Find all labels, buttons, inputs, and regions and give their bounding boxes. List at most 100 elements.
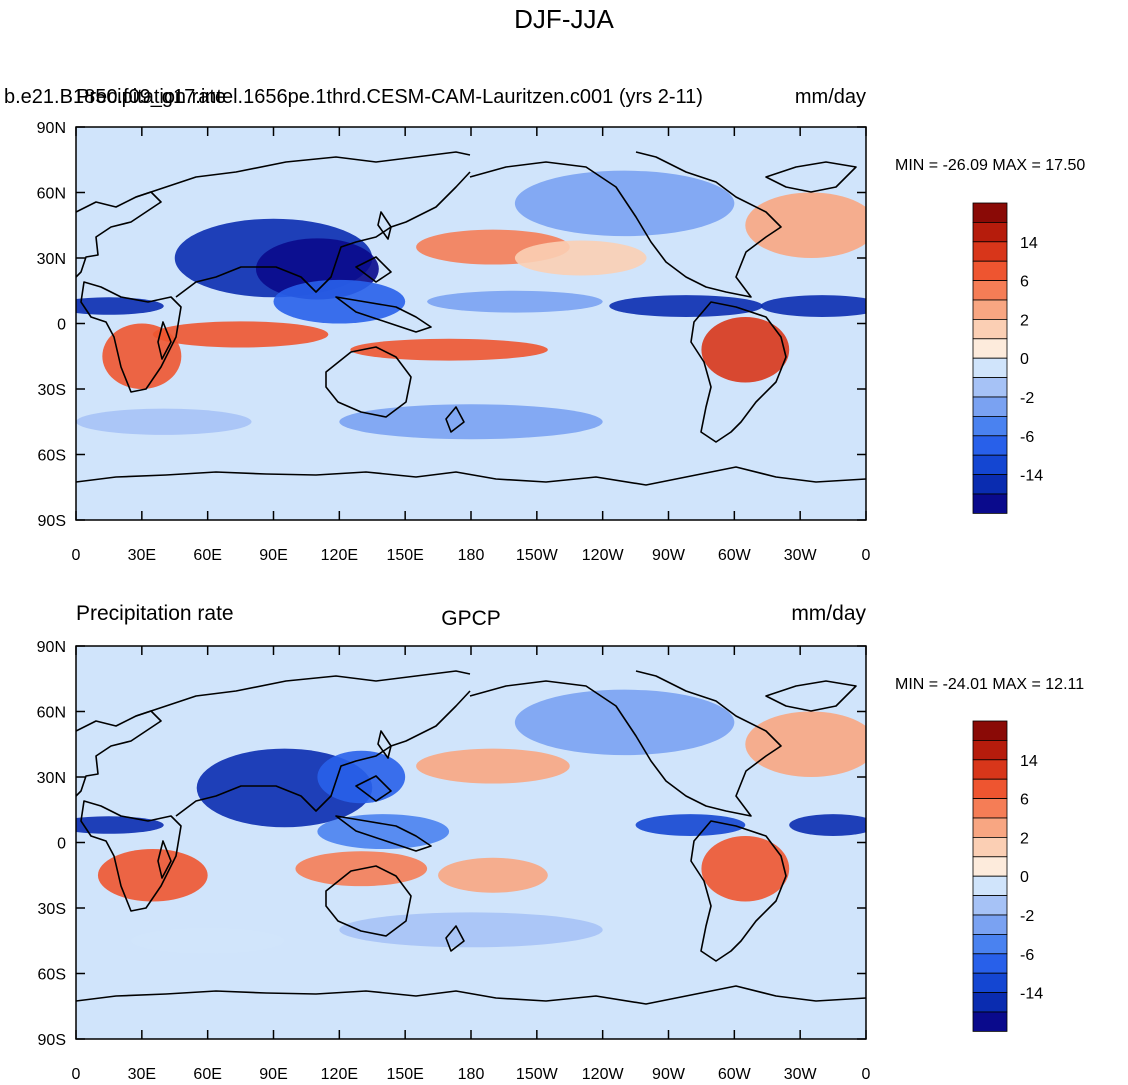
colorbar-box [972,759,1008,780]
colorbar-box [972,377,1008,398]
colorbar-box [972,435,1008,456]
panel-obs: Precipitation rate GPCP mm/day 0 30E 60E 90… [37,602,1085,1083]
y-tick-label: 60S [38,967,66,984]
contour-region-7 [416,748,570,784]
panel-obs-x-axis: 0 30E 60E 90E 120E 150E 180 150W 120W 90W 60W 30W 0 [72,646,871,1083]
panel-model-title-left: b.e21.B1850.f09_g17.intel.1656pe.1thrd.C… [4,86,703,108]
colorbar-box [972,875,1008,897]
colorbar-box [972,837,1008,858]
x-tick-label: 120W [582,1066,625,1083]
x-tick-label: 150W [516,1066,559,1083]
y-tick-label: 0 [57,317,66,334]
colorbar-box [972,720,1008,741]
colorbar-label: -14 [1020,468,1043,485]
colorbar-label: -6 [1020,947,1034,964]
colorbar-box [972,221,1008,243]
x-tick-label: 30W [784,1066,818,1083]
x-tick-label: 30E [128,547,156,564]
x-tick-label: 0 [72,547,81,564]
x-tick-label: 0 [72,1066,81,1083]
x-tick-label: 180 [458,1066,485,1083]
panel-model-y-axis: 90N 60N 30N 0 30S 60S 90S [37,120,866,530]
colorbar-box [972,260,1008,282]
x-tick-label: 0 [862,547,871,564]
colorbar-box [972,895,1008,916]
contour-region-8 [97,849,208,902]
x-tick-label: 0 [862,1066,871,1083]
colorbar-label: 6 [1020,274,1029,291]
colorbar-label: -2 [1020,390,1034,407]
colorbar-box [972,299,1008,320]
x-tick-label: 180 [458,547,485,564]
colorbar-box [972,953,1008,974]
x-tick-label: 120W [582,547,625,564]
contour-region-4 [760,295,866,317]
panel-obs-title-right: mm/day [791,602,866,625]
contour-region-15 [76,408,252,435]
colorbar-box [972,740,1008,761]
colorbar-box [972,934,1008,955]
colorbar-box [972,474,1008,495]
contour-region-4 [789,814,866,836]
colorbar-box [972,241,1008,262]
contour-region-1 [317,750,406,804]
x-tick-label: 60W [718,547,752,564]
colorbar-box [972,454,1008,476]
colorbar-box [972,415,1008,437]
contour-region-14 [339,404,603,440]
x-tick-label: 30E [128,1066,156,1083]
panel-model-colorbar: 14 6 2 0 -2 -6 -14 [972,202,1043,514]
panel-model: b.e21.B1850.f09_g17.intel.1656pe.1thrd.C… [4,86,1085,564]
contour-region-13 [339,912,603,948]
panel-model-title-overlay: Precipitation rate [76,86,226,108]
contour-region-16 [514,240,647,276]
y-tick-label: 0 [57,836,66,853]
panel-obs-y-axis: 90N 60N 30N 0 30S 60S 90S [37,639,866,1049]
colorbar-label: -14 [1020,986,1043,1003]
contour-region-6 [514,689,735,756]
colorbar-label: 0 [1020,869,1029,886]
colorbar-box [972,318,1008,340]
x-tick-label: 150W [516,547,559,564]
x-tick-label: 60W [718,1066,752,1083]
x-tick-label: 30W [784,547,818,564]
x-tick-label: 90W [652,547,686,564]
colorbar-label: 6 [1020,792,1029,809]
panel-model-title-right: mm/day [795,86,866,108]
contour-region-14 [130,927,285,954]
colorbar-box [972,914,1008,935]
contour-region-13 [745,192,866,258]
colorbar-label: -6 [1020,429,1034,446]
x-tick-label: 60E [193,547,221,564]
y-tick-label: 60N [37,186,66,203]
panel-model-plot [76,127,866,520]
colorbar-label: 0 [1020,351,1029,368]
y-tick-label: 60N [37,705,66,722]
contour-region-2 [76,297,164,315]
x-tick-label: 150E [386,1066,423,1083]
y-tick-label: 60S [38,448,66,465]
colorbar-box [972,778,1008,800]
y-tick-label: 90N [37,120,66,137]
contour-region-10 [438,857,548,893]
panel-obs-plot [76,646,866,1039]
y-tick-label: 30N [37,251,66,268]
panel-model-stats: MIN = -26.09 MAX = 17.50 [895,157,1085,174]
colorbar-box [972,1011,1008,1032]
colorbar-label: 14 [1020,235,1038,252]
panel-obs-contours [76,689,866,954]
y-tick-label: 90S [38,513,66,530]
x-tick-label: 90W [652,1066,686,1083]
main-title: DJF-JJA [514,4,614,34]
colorbar-label: -2 [1020,908,1034,925]
x-tick-label: 150E [386,547,423,564]
colorbar-label: 2 [1020,830,1029,847]
contour-region-11 [350,338,548,361]
colorbar-box [972,338,1008,359]
x-tick-label: 120E [321,547,358,564]
panel-obs-title-left: Precipitation rate [76,602,234,625]
colorbar-box [972,798,1008,819]
y-tick-label: 30S [38,901,66,918]
y-tick-label: 90S [38,1032,66,1049]
